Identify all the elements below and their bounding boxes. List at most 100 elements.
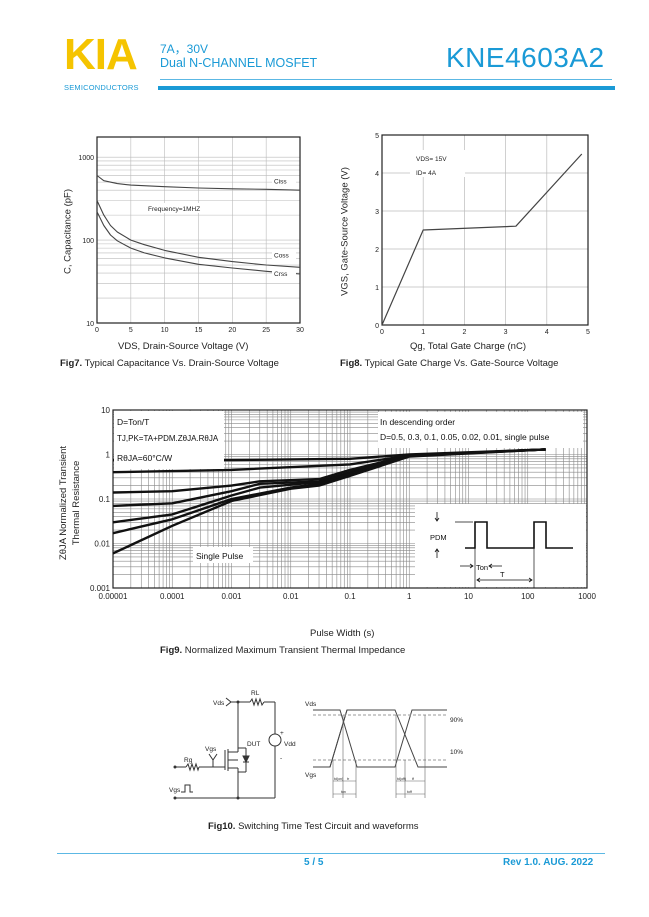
fig7-xlabel: VDS, Drain-Source Voltage (V) [118, 341, 249, 352]
wave-90-label: 90% [450, 717, 463, 724]
x-tick-label: 0.0001 [160, 592, 185, 601]
legend-rthja: RθJA=60°C/W [117, 453, 172, 463]
series-label-bg [272, 177, 296, 186]
vgs-pulse-icon [181, 784, 193, 793]
fig7-caption: Fig7. Typical Capacitance Vs. Drain-Sour… [60, 358, 279, 369]
plot-frame [96, 136, 301, 324]
y-tick-label: 0.001 [90, 584, 111, 593]
x-tick-label: 5 [129, 327, 133, 334]
vgs-waveform [313, 709, 447, 768]
fig7-capacitance-chart: 0 5 10 15 20 25 30 10 100 1000 Ciss Coss Crss Frequen… [78, 136, 304, 334]
x-tick-label: 15 [195, 327, 203, 334]
single-pulse-box [193, 547, 253, 563]
wave-vgs-label: Vgs [305, 772, 317, 779]
wave-tf-label: tf [412, 777, 414, 781]
fig9-thermal-impedance-chart: 0.00001 0.0001 0.001 0.01 0.1 1 10 100 1000 0.001… [90, 406, 596, 601]
series-line-vgs [381, 153, 583, 326]
circuit-plus-label: + [280, 730, 284, 737]
wave-tdon-label: td(on) [334, 777, 343, 781]
pdm-arrows-icon [434, 512, 440, 558]
order-line-1: In descending order [380, 417, 455, 427]
single-pulse-label: Single Pulse [196, 551, 244, 561]
inset-t-label: T [500, 570, 505, 579]
legend-tj-formula: TJ,PK=TA+PDM.ZθJA.RθJA [117, 434, 219, 443]
fig8-ylabel-wrap: VGS, Gate-Source Voltage (V) [260, 167, 430, 296]
footer-divider [57, 853, 605, 854]
legend-duty-formula: D=Ton/T [117, 417, 149, 427]
order-box [378, 412, 583, 448]
x-tick-label: 0 [380, 329, 384, 336]
series-label-crss: Crss [274, 271, 288, 278]
frequency-annotation: Frequency=1MHZ [148, 206, 200, 213]
x-tick-label: 0 [95, 327, 99, 334]
y-tick-label: 100 [82, 238, 94, 245]
fig8-caption-label: Fig8. [340, 358, 363, 369]
x-tick-label: 25 [262, 327, 270, 334]
y-tick-label: 5 [375, 133, 379, 140]
x-tick-label: 0.001 [221, 592, 242, 601]
header-divider-thin [160, 79, 612, 80]
y-tick-label: 2 [375, 247, 379, 254]
y-tick-label: 1000 [78, 155, 94, 162]
fig9-caption-text: Normalized Maximum Transient Thermal Imp… [182, 645, 406, 656]
order-line-2: D=0.5, 0.3, 0.1, 0.05, 0.02, 0.01, singl… [380, 432, 550, 442]
fig10-caption-label: Fig10. [208, 821, 236, 832]
rg-resistor-icon [185, 762, 200, 772]
fig7-caption-label: Fig7. [60, 358, 83, 369]
fig8-caption: Fig8. Typical Gate Charge Vs. Gate-Sourc… [340, 358, 558, 369]
logo-subtitle: SEMICONDUCTORS [64, 83, 139, 92]
x-tick-label: 10 [161, 327, 169, 334]
revision-date: Rev 1.0. AUG. 2022 [503, 857, 594, 868]
device-type: Dual N-CHANNEL MOSFET [160, 56, 318, 70]
part-number: KNE4603A2 [446, 42, 605, 73]
x-tick-label: 3 [504, 329, 508, 336]
vds-waveform [313, 709, 447, 768]
rl-resistor-icon [249, 697, 265, 707]
y-tick-label: 3 [375, 209, 379, 216]
series-line-crss [96, 211, 301, 275]
wave-10-label: 10% [450, 749, 463, 756]
series-line-single-pulse [112, 448, 546, 555]
circuit-vdd-label: Vdd [284, 741, 296, 748]
x-tick-label: 0.00001 [99, 592, 128, 601]
series-label-bg [272, 251, 296, 260]
y-tick-label: 1 [106, 451, 111, 460]
circuit-minus-label: - [280, 755, 282, 762]
x-tick-label: 30 [296, 327, 304, 334]
x-tick-label: 1000 [578, 592, 596, 601]
header-divider-thick [158, 86, 615, 90]
y-tick-label: 10 [101, 406, 110, 415]
vgs-probe-icon [208, 753, 218, 767]
y-tick-label: 10 [86, 321, 94, 328]
x-tick-label: 100 [521, 592, 535, 601]
mosfet-dut-icon [224, 745, 250, 798]
fig9-caption: Fig9. Normalized Maximum Transient Therm… [160, 645, 405, 656]
y-tick-label: 1 [375, 285, 379, 292]
circuit-vds-label: Vds [213, 700, 225, 707]
y-tick-label: 4 [375, 171, 379, 178]
t-arrow-icon [476, 577, 533, 583]
series-label-ciss: Ciss [274, 179, 287, 186]
fig10-caption-text: Switching Time Test Circuit and waveform… [235, 821, 419, 832]
fig7-ylabel: C, Capacitance (pF) [62, 189, 74, 275]
x-tick-label: 0.01 [283, 592, 299, 601]
wave-vds-label: Vds [305, 701, 317, 708]
y-tick-label: 0 [375, 323, 379, 330]
fig8-ylabel: VGS, Gate-Source Voltage (V) [339, 167, 351, 296]
annotation-bg [145, 203, 207, 213]
device-rating: 7A，30V [160, 42, 209, 56]
y-tick-label: 0.01 [94, 540, 110, 549]
fig9-ylabel: ZθJA Normalized Transient Thermal Resist… [57, 428, 83, 578]
x-tick-label: 1 [407, 592, 412, 601]
inset-ton-label: Ton [476, 563, 488, 572]
circuit-dut-label: DUT [247, 741, 260, 748]
y-tick-label: 0.1 [99, 495, 111, 504]
id-annotation: ID= 4A [416, 170, 437, 177]
circuit-vgs-pulse-label: Vgs [169, 787, 181, 794]
fig9-ylabel-wrap: ZθJA Normalized Transient Thermal Resist… [0, 446, 145, 560]
plot-frame [112, 409, 588, 589]
fig8-gate-charge-chart: 0 1 2 3 4 5 0 1 2 3 4 5 VDS= 15V ID= 4A [375, 133, 590, 336]
x-tick-label: 10 [464, 592, 473, 601]
circuit-vgs-label: Vgs [205, 746, 217, 753]
fig7-ylabel-wrap: C, Capacitance (pF) [0, 189, 153, 274]
